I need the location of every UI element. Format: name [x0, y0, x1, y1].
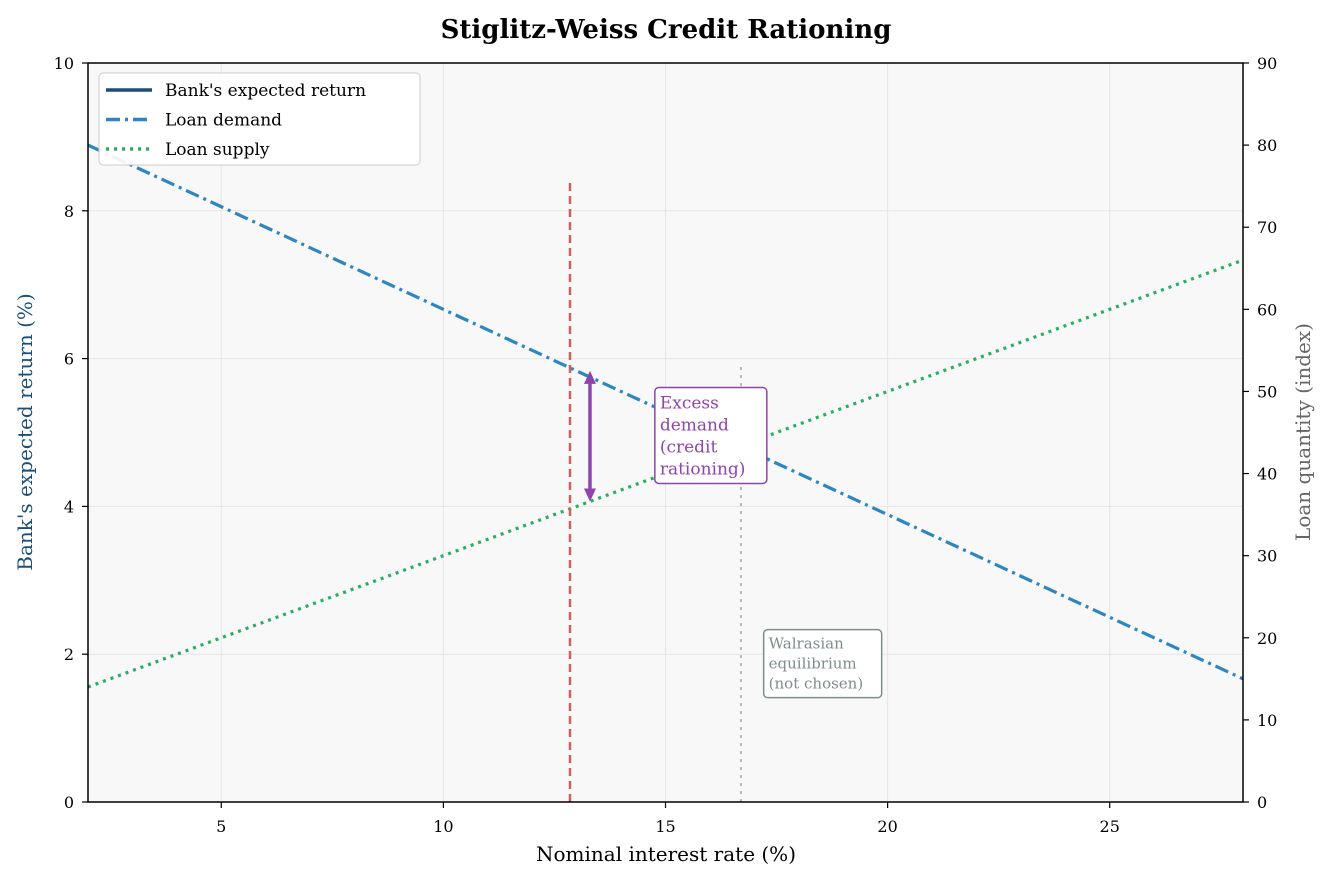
y-right-tick-label: 70 — [1257, 218, 1277, 237]
y-left-tick-label: 6 — [64, 350, 74, 369]
y-right-tick-label: 20 — [1257, 629, 1277, 648]
walrasian-annotation: Walrasian equilibrium (not chosen) — [769, 635, 864, 693]
excess-demand-arrow-head-bottom — [583, 488, 596, 502]
y-left-tick-label: 0 — [64, 793, 74, 812]
legend-label: Loan supply — [165, 140, 270, 160]
y-right-tick-label: 0 — [1257, 793, 1267, 812]
legend-label: Bank's expected return — [165, 81, 366, 101]
y-left-tick-label: 2 — [64, 645, 74, 664]
y-right-tick-label: 50 — [1257, 382, 1277, 401]
legend: Bank's expected return Loan demand Loan su… — [98, 72, 421, 166]
x-axis-label: Nominal interest rate (%) — [536, 842, 796, 866]
series-line-loan-demand — [87, 143, 1244, 681]
x-tick-label: 5 — [216, 817, 226, 836]
y-right-tick-label: 60 — [1257, 300, 1277, 319]
chart-title: Stiglitz-Weiss Credit Rationing — [441, 15, 892, 45]
y-right-tick-label: 90 — [1257, 54, 1277, 73]
x-tick-label: 20 — [877, 817, 897, 836]
series-lines — [87, 143, 1244, 689]
y-left-tick-label: 10 — [54, 54, 74, 73]
x-tick-label: 25 — [1100, 817, 1120, 836]
walrasian-annotation-box — [762, 628, 883, 699]
x-tick-label: 10 — [433, 817, 453, 836]
y-right-tick-label: 10 — [1257, 711, 1277, 730]
excess-demand-arrow-head-top — [583, 370, 596, 384]
annotations: Excess demand (credit rationing) Walrasian eq… — [568, 177, 883, 802]
legend-label: Loan demand — [165, 111, 282, 131]
y-left-tick-label: 4 — [64, 497, 74, 516]
x-tick-label: 15 — [655, 817, 675, 836]
axis-ticks: 5 10 15 20 25 0 2 4 6 8 10 0 10 20 30 40 50 60 70 80 90 — [54, 54, 1278, 836]
y-right-tick-label: 30 — [1257, 547, 1277, 566]
legend-box — [98, 72, 421, 166]
series-line-loan-supply — [87, 258, 1244, 689]
y-left-axis-label: Bank's expected return (%) — [13, 293, 37, 570]
y-right-axis-label: Loan quantity (index) — [1291, 323, 1315, 541]
y-right-tick-label: 40 — [1257, 465, 1277, 484]
y-left-tick-label: 8 — [64, 202, 74, 221]
y-right-tick-label: 80 — [1257, 136, 1277, 155]
excess-demand-annotation: Excess demand (credit rationing) — [660, 393, 746, 479]
excess-demand-annotation-box — [654, 386, 768, 485]
